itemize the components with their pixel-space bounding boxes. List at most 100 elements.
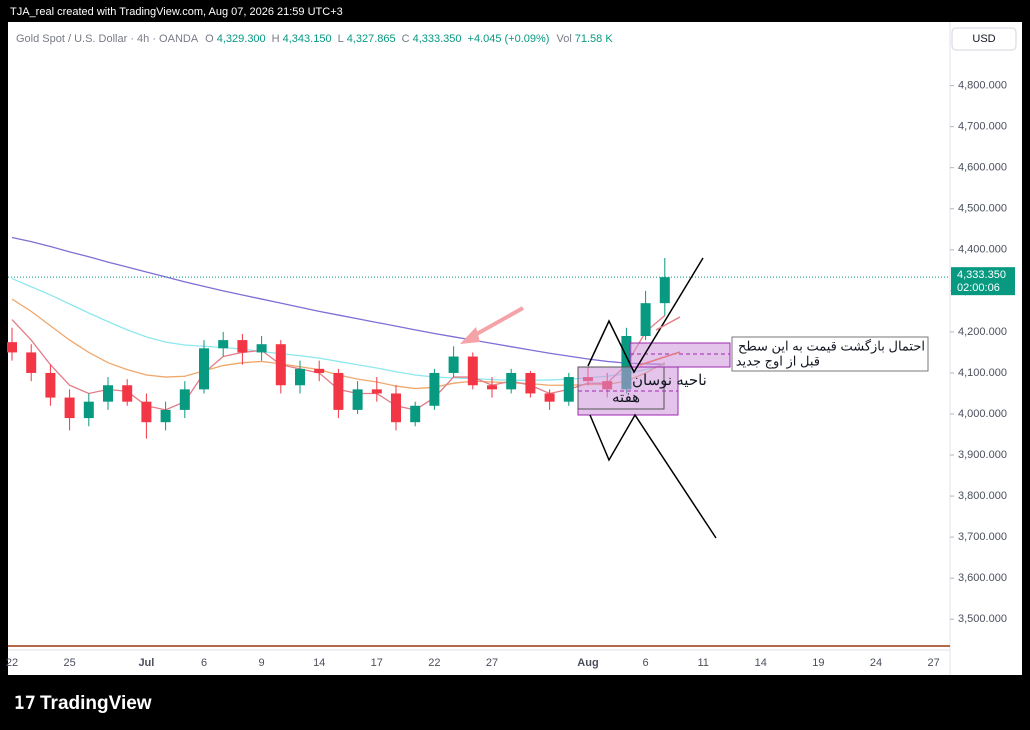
candle-body [621,336,632,390]
note-box [731,336,929,372]
candle-body [487,385,497,390]
y-tick-label: 4,600.000 [958,162,1007,174]
plot [7,85,954,620]
x-tick-label: Aug [577,657,598,669]
y-tick-label: 4,100.000 [958,367,1007,379]
candle-body [179,389,190,410]
x-tick-label: 19 [812,657,824,669]
volume: 71.58 K [575,33,614,45]
candle-body [410,405,421,423]
ohlc-value: 4,333.350 [413,33,462,45]
symbol: Gold Spot / U.S. Dollar · 4h · OANDA [16,33,199,45]
arrowhead [460,327,480,344]
pattern-line [589,413,717,539]
pattern-line [587,257,704,374]
candle-body [218,340,229,349]
ohlc-value: 4,327.865 [347,33,396,45]
candle-body [333,372,344,410]
candle-body [122,385,133,402]
annotation: ناحیه نوسان [632,372,707,389]
candle-body [391,393,401,423]
x-tick-label: 6 [643,657,649,669]
annotation: هفته [612,389,640,406]
last-price-box [951,267,1015,296]
candle-body [141,401,152,423]
y-tick-label: 3,500.000 [958,613,1007,625]
ohlc-label: O [205,33,214,45]
currency[interactable]: USD [972,33,995,45]
candle-body [26,352,37,373]
y-tick-label: 4,700.000 [958,121,1007,133]
y-tick-label: 4,000.000 [958,408,1007,420]
y-tick-label: 3,600.000 [958,572,1007,584]
y-tick-label: 3,900.000 [958,449,1007,461]
candle-body [525,372,536,394]
arrow [639,351,681,366]
ohlc-value: 4,329.300 [217,33,266,45]
zone-box-border [577,366,665,410]
candle-body [506,372,517,390]
ohlc-label: H [272,33,280,45]
x-tick-label: 24 [870,657,882,669]
candle-body [563,377,574,402]
candle-body [256,344,267,353]
candle-body [314,368,325,373]
brand-logo: 𝟣𝟩 [14,693,36,712]
annotation: احتمال بازگشت قیمت به این سطح [738,338,925,354]
currency-button[interactable] [951,27,1017,51]
last-price-label: 4,333.350 [957,269,1006,281]
candle-body [352,389,363,410]
legend: Gold Spot / U.S. Dollar · 4h · OANDA O 4,3… [16,33,613,45]
ohlc-value: 4,343.150 [283,33,332,45]
x-tick-label: 9 [259,657,265,669]
x-tick-label: 27 [927,657,939,669]
candle-body [237,340,248,353]
x-tick-label: 14 [755,657,767,669]
moving-average [11,277,665,381]
x-tick-label: 27 [486,657,498,669]
x-tick-label: 22 [428,657,440,669]
x-tick-label: 25 [63,657,75,669]
drawings: ناحیه نوسان هفته احتمال بازگشت قیمت به ا… [460,257,929,539]
moving-average [11,236,665,365]
x-tick-label: 17 [371,657,383,669]
candle-body [467,356,478,386]
candle-body [275,344,286,386]
countdown: 02:00:06 [957,282,1000,294]
volume-label: Vol [556,33,571,45]
x-tick-label: 22 [6,657,18,669]
candle-body [103,385,113,402]
candle-body [7,342,17,353]
candle-body [83,401,94,419]
candle-body [544,393,555,402]
candle-body [640,303,651,336]
candle-body [64,397,75,419]
candle-body [45,372,56,398]
candle-body [295,368,305,386]
x-tick-label: Jul [138,657,154,669]
brand: TradingView [40,693,152,714]
candle-body [429,372,440,406]
change: +4.045 (+0.09%) [468,33,550,45]
x-tick-label: 11 [697,657,708,669]
candle-body [448,356,459,373]
annotation: قبل از اوج جدید [736,353,820,369]
y-tick-label: 4,800.000 [958,80,1007,92]
y-tick-label: 4,400.000 [958,244,1007,256]
x-tick-label: 6 [201,657,207,669]
credit: TJA_real created with TradingView.com, A… [10,6,343,18]
ohlc-label: L [338,33,344,45]
y-tick-label: 4,500.000 [958,203,1007,215]
candle-body [199,348,209,390]
candle-body [160,409,171,423]
ohlc-label: C [402,33,410,45]
y-tick-label: 3,800.000 [958,490,1007,502]
arrow [655,316,681,331]
y-tick-label: 4,200.000 [958,326,1007,338]
y-tick-label: 3,700.000 [958,531,1007,543]
candle-body [371,389,382,394]
x-tick-label: 14 [313,657,325,669]
candle-body [659,277,670,304]
